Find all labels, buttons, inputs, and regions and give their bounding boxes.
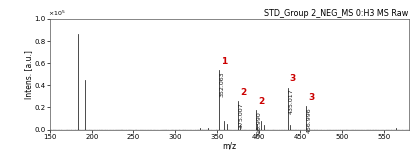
Text: 396.990: 396.990: [257, 111, 262, 137]
Text: 456.996: 456.996: [307, 107, 312, 133]
Text: STD_Group 2_NEG_MS 0:H3 MS Raw: STD_Group 2_NEG_MS 0:H3 MS Raw: [264, 9, 409, 18]
Text: 3: 3: [308, 93, 314, 102]
Text: 352.063: 352.063: [219, 71, 224, 97]
Text: 375.007: 375.007: [239, 102, 244, 128]
Text: 1: 1: [221, 57, 227, 66]
Text: 2: 2: [258, 97, 264, 106]
Text: 3: 3: [290, 74, 296, 83]
X-axis label: m/z: m/z: [222, 141, 236, 150]
Text: 435.017: 435.017: [289, 89, 294, 114]
Y-axis label: Intens. [a.u.]: Intens. [a.u.]: [24, 50, 33, 99]
Text: 2: 2: [240, 88, 246, 97]
Text: $\times10^5$: $\times10^5$: [48, 9, 66, 18]
